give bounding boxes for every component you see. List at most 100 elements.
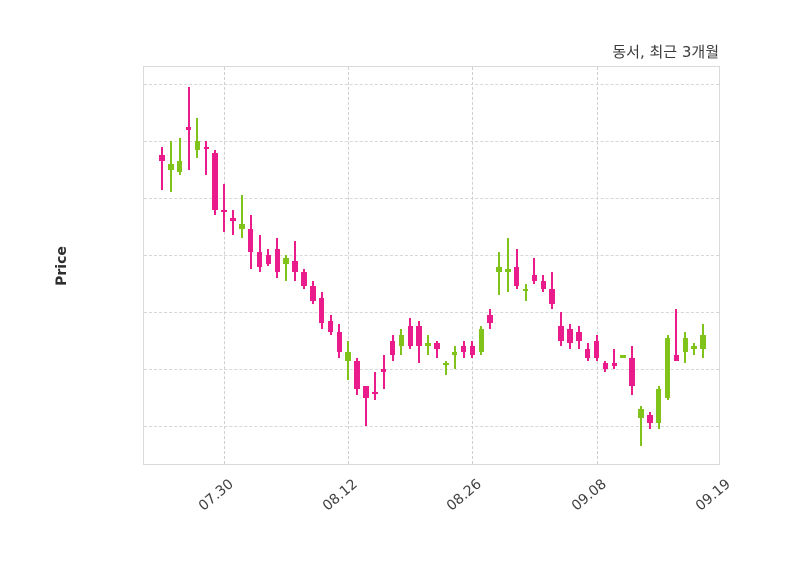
gridline-horizontal	[144, 84, 719, 86]
candle-wick	[196, 118, 199, 159]
candle-body	[416, 326, 422, 347]
candle-body	[611, 363, 618, 367]
gridline-vertical	[224, 67, 226, 464]
gridline-horizontal	[144, 426, 719, 428]
candle-body	[310, 286, 316, 301]
gridline-horizontal	[144, 255, 719, 257]
candle-body	[283, 257, 289, 264]
candle-body	[682, 337, 688, 352]
candle-body	[247, 229, 254, 253]
candle-body	[629, 357, 635, 387]
candle-body	[265, 255, 272, 264]
plot-clip	[144, 67, 719, 464]
candle-body	[354, 360, 360, 390]
candle-body	[700, 334, 706, 350]
candle-body	[593, 340, 600, 358]
candle-body	[398, 334, 405, 347]
candle-wick	[364, 386, 367, 427]
candle-body	[647, 414, 653, 424]
x-axis-tick-label: 07.30	[195, 476, 237, 515]
candle-body	[301, 272, 307, 287]
candle-body	[638, 409, 644, 418]
candle-wick	[435, 340, 438, 358]
candle-body	[345, 352, 351, 361]
candle-body	[274, 249, 281, 273]
candle-body	[363, 386, 369, 398]
candle-wick	[506, 238, 509, 293]
candle-body	[505, 269, 511, 273]
candle-body	[168, 163, 174, 170]
candle-body	[318, 297, 325, 324]
candle-body	[194, 141, 201, 150]
candle-body	[443, 363, 449, 366]
candle-wick	[613, 349, 616, 370]
y-axis-label: Price	[54, 246, 70, 286]
candle-wick	[240, 195, 243, 238]
candle-body	[176, 161, 183, 173]
candle-body	[514, 266, 520, 287]
x-axis-tick-label: 09.08	[568, 476, 610, 515]
candle-wick	[294, 240, 297, 281]
candle-body	[203, 146, 210, 149]
candle-body	[451, 352, 458, 355]
candle-wick	[453, 346, 456, 370]
candle-body	[372, 391, 378, 394]
candle-body	[664, 337, 671, 398]
candle-body	[602, 363, 609, 370]
candle-wick	[498, 252, 501, 295]
candle-wick	[161, 146, 163, 190]
candle-body	[185, 126, 192, 130]
candle-body	[407, 326, 414, 347]
candle-body	[336, 332, 343, 352]
candle-body	[540, 280, 547, 290]
candle-body	[558, 326, 564, 341]
gridline-horizontal	[144, 141, 719, 143]
x-axis-tick-label: 09.19	[692, 476, 734, 515]
candle-body	[584, 349, 591, 358]
candle-body	[478, 329, 484, 352]
candle-body	[522, 289, 529, 292]
candle-body	[292, 260, 298, 273]
x-axis-tick-label: 08.12	[319, 476, 361, 515]
candle-wick	[285, 255, 288, 281]
candle-body	[531, 275, 538, 281]
candle-wick	[382, 354, 385, 390]
candle-body	[673, 354, 680, 361]
candle-body	[159, 155, 165, 162]
candle-body	[327, 320, 334, 333]
candle-body	[487, 314, 493, 324]
candle-body	[567, 329, 573, 344]
candle-body	[496, 266, 502, 273]
candle-body	[655, 389, 662, 424]
candle-body	[469, 346, 476, 355]
gridline-horizontal	[144, 369, 719, 371]
candle-body	[620, 354, 626, 358]
candle-wick	[178, 138, 181, 176]
candle-wick	[524, 283, 527, 301]
gridline-vertical	[472, 67, 474, 464]
plot-area	[143, 66, 720, 465]
candle-wick	[223, 183, 226, 233]
gridline-vertical	[348, 67, 350, 464]
candle-body	[230, 218, 236, 221]
candle-wick	[205, 141, 208, 176]
candle-body	[434, 343, 440, 350]
chart-title: 동서, 최근 3개월	[612, 43, 719, 61]
candle-body	[460, 346, 467, 352]
candle-body	[549, 289, 555, 304]
candle-body	[221, 209, 227, 213]
gridline-horizontal	[144, 312, 719, 314]
candle-wick	[444, 360, 447, 375]
x-axis-tick-label: 08.26	[444, 476, 486, 515]
candle-body	[691, 346, 697, 350]
candle-wick	[373, 371, 376, 401]
candle-wick	[533, 257, 536, 284]
candle-body	[239, 223, 245, 230]
candle-body	[256, 252, 263, 267]
candle-wick	[639, 406, 642, 447]
gridline-vertical	[596, 67, 598, 464]
gridline-horizontal	[144, 198, 719, 200]
candle-body	[389, 340, 396, 355]
candle-body	[212, 152, 218, 210]
